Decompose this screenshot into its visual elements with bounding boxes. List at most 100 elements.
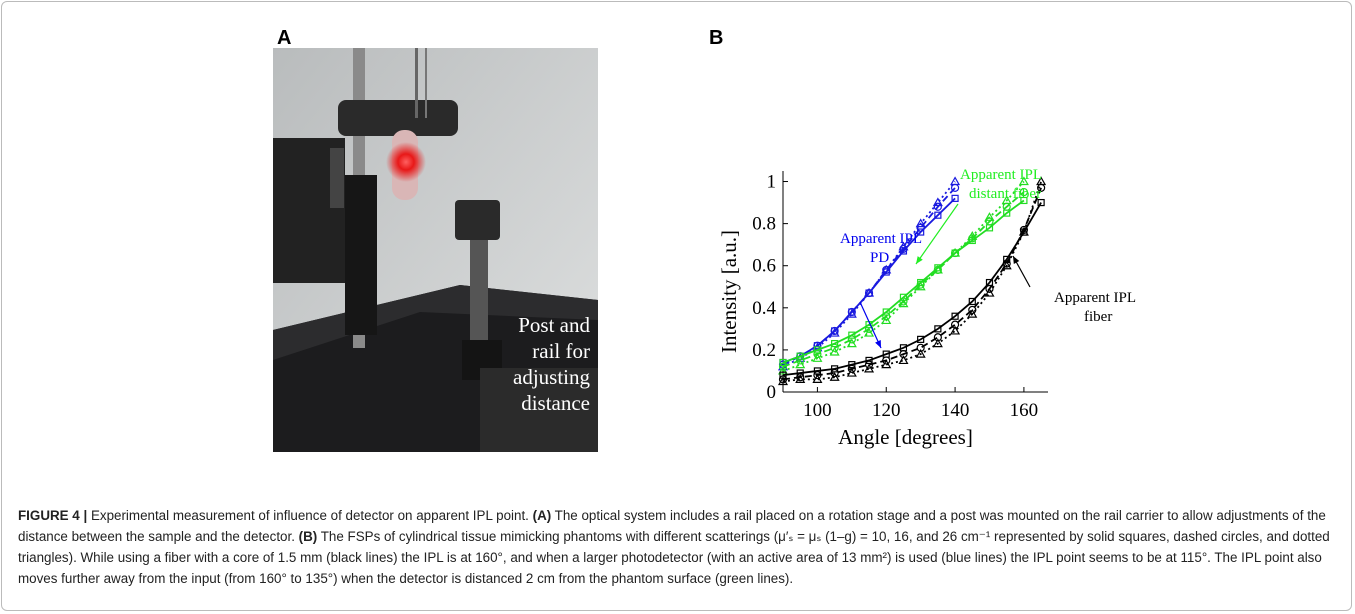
marker — [777, 376, 789, 386]
marker — [984, 287, 995, 297]
marker — [1037, 198, 1045, 207]
series-line — [782, 199, 1025, 364]
marker — [984, 212, 995, 221]
marker — [950, 176, 961, 186]
caption-text: Experimental measurement of influence of… — [90, 508, 533, 523]
caption-text: (B) — [298, 529, 318, 544]
annotation-arrow — [859, 301, 882, 349]
marker — [1018, 226, 1029, 236]
marker — [829, 346, 840, 356]
marker — [951, 312, 959, 320]
marker — [779, 358, 787, 367]
marker — [847, 307, 856, 317]
marker — [864, 363, 875, 373]
marker — [951, 194, 959, 202]
marker — [813, 346, 822, 354]
photo-annotation: Post and — [518, 313, 590, 337]
marker — [831, 365, 839, 373]
marker — [950, 247, 961, 257]
annotation: Apparent IPL — [960, 167, 1042, 183]
annotation-arrow — [915, 203, 959, 265]
marker — [881, 359, 892, 369]
marker — [932, 197, 943, 207]
marker — [1018, 176, 1029, 186]
caption-text: The optical system includes a rail place… — [18, 508, 1326, 544]
marker — [796, 356, 805, 365]
series-line — [782, 187, 1042, 381]
marker — [898, 298, 909, 308]
marker — [777, 365, 789, 375]
marker — [829, 327, 840, 337]
marker — [915, 348, 926, 358]
marker — [831, 339, 839, 348]
marker — [899, 297, 908, 306]
marker — [933, 202, 942, 211]
annotation: PD — [870, 250, 889, 266]
marker — [915, 218, 926, 228]
marker — [812, 374, 823, 383]
y-tick-label: 0.2 — [752, 340, 776, 361]
caption: FIGURE 4 | Experimental measurement of i… — [18, 505, 1338, 589]
marker — [968, 297, 976, 306]
arrow-head — [1013, 256, 1020, 264]
marker — [950, 325, 961, 335]
series-line — [782, 187, 956, 366]
caption-text: The FSPs of cylindrical tissue mimicking… — [18, 529, 1330, 586]
marker — [934, 325, 942, 333]
marker — [898, 241, 909, 251]
caption-text: FIGURE 4 | — [18, 508, 91, 523]
marker — [813, 371, 822, 380]
marker — [1019, 187, 1029, 197]
marker — [778, 375, 788, 384]
marker — [864, 360, 874, 369]
series-line — [782, 197, 956, 364]
marker — [882, 308, 890, 316]
marker — [934, 211, 942, 219]
photo-annotation: distance — [521, 391, 590, 415]
marker — [967, 308, 978, 318]
marker — [846, 367, 857, 377]
y-tick-label: 0.4 — [752, 298, 776, 319]
y-axis-label: Intensity [a.u.] — [717, 230, 741, 353]
panel-label: A — [277, 27, 291, 49]
marker — [932, 338, 943, 348]
annotation: Apparent IPL — [1054, 290, 1136, 306]
marker — [848, 331, 856, 339]
marker — [881, 264, 892, 274]
annotation: fiber — [1084, 309, 1112, 325]
marker — [917, 335, 925, 343]
y-tick-label: 1 — [767, 172, 777, 193]
marker — [1001, 195, 1012, 205]
marker — [864, 327, 875, 337]
marker — [830, 368, 839, 378]
marker — [812, 353, 823, 362]
marker — [795, 359, 806, 369]
marker — [864, 287, 875, 297]
x-tick-label: 120 — [872, 400, 901, 421]
marker — [968, 305, 977, 315]
marker — [830, 326, 839, 336]
series-line — [782, 202, 1042, 377]
marker — [829, 372, 840, 381]
y-tick-label: 0.8 — [752, 214, 776, 235]
annotation: Apparent IPL — [840, 231, 922, 247]
marker — [881, 315, 892, 325]
marker — [967, 231, 978, 240]
marker — [1020, 196, 1028, 205]
marker — [898, 355, 909, 365]
marker — [915, 281, 926, 291]
photo-annotation: rail for — [532, 339, 590, 363]
marker — [1002, 259, 1011, 268]
marker — [847, 335, 856, 344]
series-line — [782, 180, 956, 368]
y-tick-label: 0 — [767, 382, 777, 403]
y-tick-label: 0.6 — [752, 256, 776, 277]
marker — [796, 352, 804, 360]
series-line — [782, 191, 1025, 368]
marker — [846, 308, 857, 318]
x-tick-label: 160 — [1010, 400, 1039, 421]
